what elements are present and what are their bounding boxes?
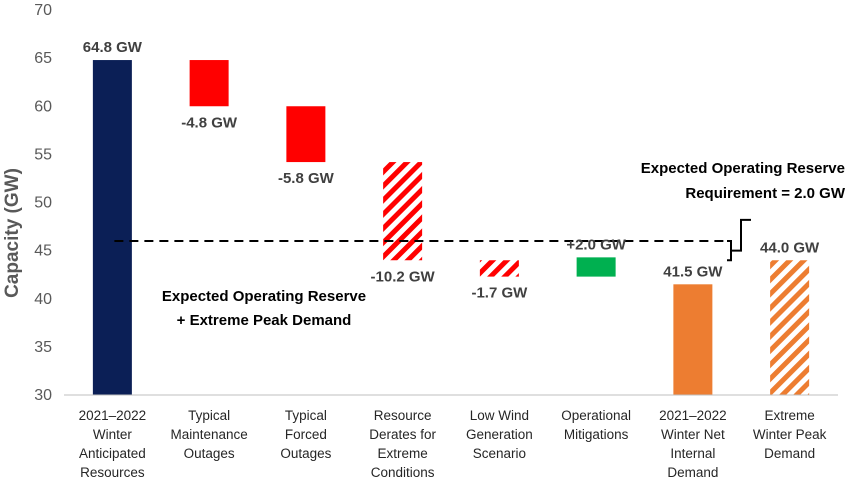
annotations: Expected Operating Reserve + Extreme Peak…	[162, 160, 846, 329]
data-label: 64.8 GW	[83, 39, 143, 56]
reference-line-group	[114, 218, 751, 262]
bar	[383, 162, 423, 261]
y-tick-label: 70	[34, 2, 52, 19]
data-label: -10.2 GW	[371, 268, 436, 285]
category-label: Low Wind Generation Scenario	[466, 408, 533, 461]
category-label: Operational Mitigations	[561, 408, 631, 442]
reserve-bracket	[727, 240, 732, 262]
y-tick-label: 65	[34, 50, 52, 67]
data-label: -4.8 GW	[181, 114, 238, 131]
y-tick-label: 60	[34, 98, 52, 115]
data-label: -1.7 GW	[471, 285, 528, 302]
y-axis-ticks: 30 35 40 45 50 55 60 65 70	[34, 2, 52, 404]
category-label: 2021–2022 Winter Net Internal Demand	[659, 408, 727, 480]
bar	[576, 257, 616, 277]
data-label: 44.0 GW	[760, 239, 820, 256]
annotation-reserve-plus-demand: Expected Operating Reserve + Extreme Peak…	[162, 288, 366, 329]
bar	[673, 284, 713, 395]
y-tick-label: 55	[34, 146, 52, 163]
annotation-reserve-requirement: Expected Operating Reserve Requirement = …	[641, 160, 846, 202]
bracket-connector	[731, 218, 751, 252]
bar	[479, 260, 519, 277]
y-tick-label: 30	[34, 387, 52, 404]
category-label: Typical Forced Outages	[280, 408, 331, 461]
category-label: Typical Maintenance Outages	[170, 408, 247, 461]
y-tick-label: 45	[34, 243, 52, 260]
bar	[189, 60, 229, 107]
y-tick-label: 40	[34, 291, 52, 308]
category-label: Extreme Winter Peak Demand	[753, 408, 827, 461]
bar	[286, 106, 326, 163]
data-labels: 64.8 GW -4.8 GW -5.8 GW -10.2 GW -1.7 GW +2.0…	[83, 39, 820, 302]
y-tick-label: 35	[34, 339, 52, 356]
data-label: 41.5 GW	[663, 263, 723, 280]
category-label: Resource Derates for Extreme Conditions	[369, 408, 436, 480]
bar	[92, 60, 132, 396]
category-label: 2021–2022 Winter Anticipated Resources	[79, 408, 147, 480]
data-label: +2.0 GW	[566, 236, 626, 253]
category-labels: 2021–2022 Winter Anticipated Resources Typic…	[79, 408, 827, 480]
bar	[770, 260, 810, 395]
bars	[92, 60, 810, 396]
y-tick-label: 50	[34, 195, 52, 212]
data-label: -5.8 GW	[278, 170, 335, 187]
y-axis-label: Capacity (GW)	[2, 168, 23, 298]
